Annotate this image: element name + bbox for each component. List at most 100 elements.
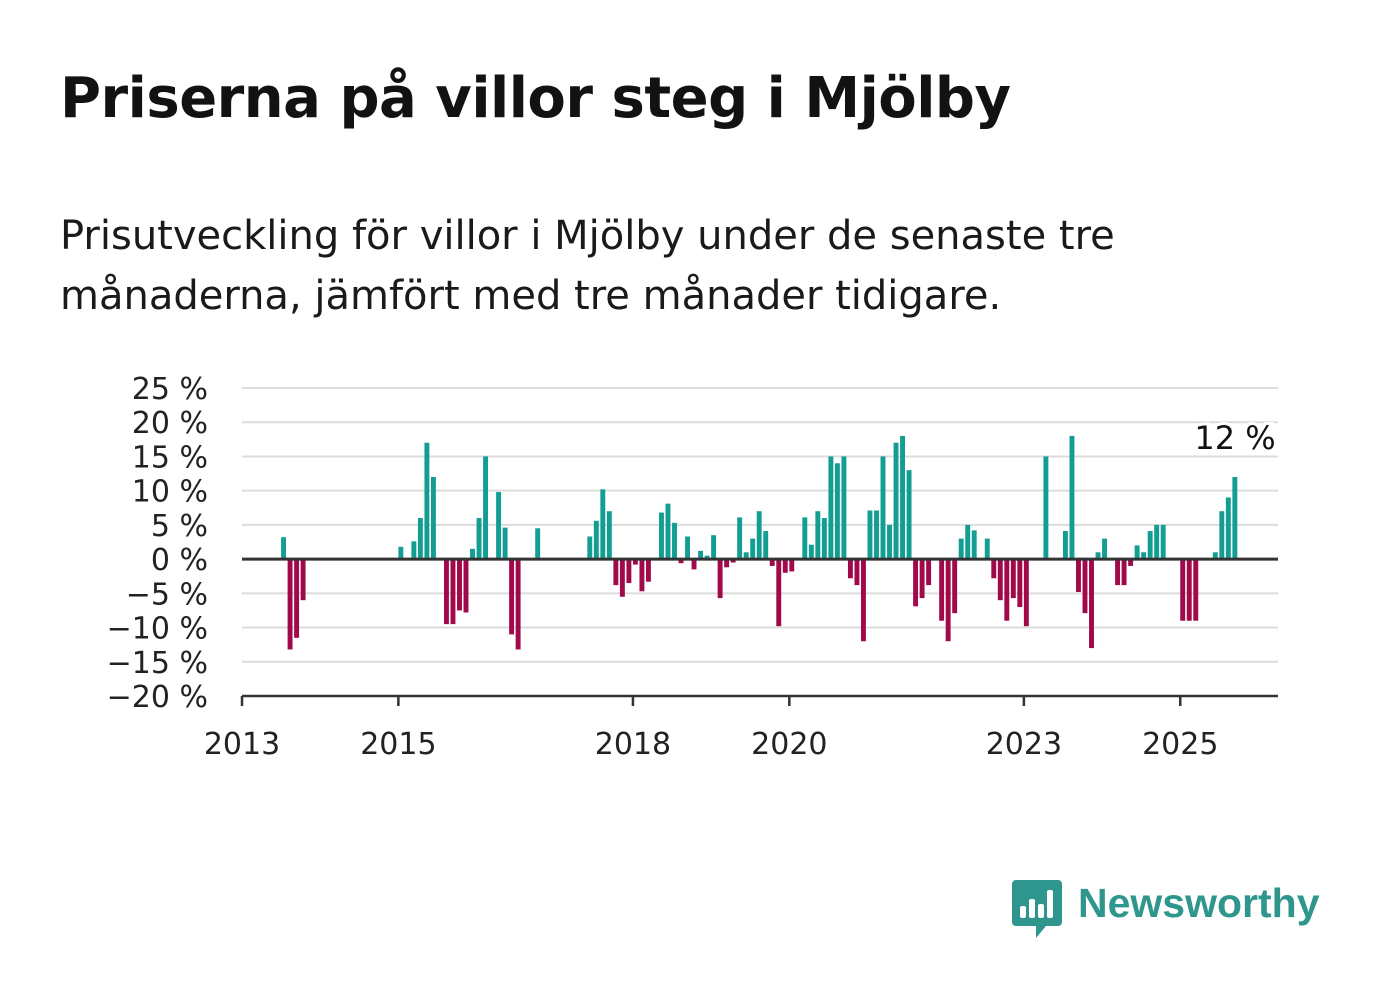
x-tick-label: 2020	[751, 727, 827, 762]
bar	[450, 559, 456, 625]
bar	[952, 559, 958, 614]
bar	[300, 559, 306, 601]
bar	[867, 510, 873, 560]
bar	[945, 559, 951, 642]
bar	[1225, 497, 1231, 560]
bar	[1089, 559, 1094, 649]
bar	[984, 538, 990, 560]
x-tick-label: 2015	[360, 727, 436, 762]
newsworthy-logo: Newsworthy	[1012, 880, 1320, 940]
bar	[698, 550, 704, 560]
bar	[711, 535, 717, 560]
bar	[417, 518, 423, 560]
y-tick-label: 0 %	[151, 543, 208, 578]
price-change-bar-chart: 25 %20 %15 %10 %5 %0 %−5 %−10 %−15 %−20 …	[107, 372, 1279, 762]
bar	[841, 456, 847, 560]
bar	[939, 559, 945, 621]
bar	[593, 520, 599, 560]
bar	[470, 548, 475, 560]
bar	[659, 512, 664, 560]
bar	[782, 559, 788, 573]
bar	[1004, 559, 1010, 621]
bar	[737, 517, 743, 560]
bar	[1232, 476, 1238, 560]
x-tick-label: 2025	[1142, 727, 1218, 762]
bar	[808, 544, 814, 560]
bar	[1134, 545, 1140, 560]
bar	[750, 538, 756, 560]
y-tick-label: −5 %	[126, 577, 208, 612]
bar	[847, 559, 853, 579]
bar	[900, 435, 906, 560]
bar	[600, 489, 606, 560]
bar	[411, 541, 417, 560]
bar	[821, 518, 827, 560]
bar	[483, 456, 488, 560]
bar	[1010, 559, 1016, 599]
bar	[509, 559, 515, 635]
y-tick-label: 25 %	[132, 372, 208, 407]
axes	[240, 557, 1278, 706]
bar	[802, 517, 808, 560]
bar	[672, 522, 677, 560]
brand-name: Newsworthy	[1078, 880, 1320, 926]
bar	[1186, 559, 1192, 621]
bar	[880, 456, 886, 560]
bar	[919, 559, 925, 599]
bar	[854, 559, 860, 586]
bar	[1023, 559, 1029, 627]
y-tick-label: 15 %	[132, 440, 208, 475]
bars	[281, 435, 1238, 650]
last-value-label: 12 %	[1194, 419, 1275, 457]
x-tick-label: 2013	[204, 727, 280, 762]
bar	[887, 524, 892, 560]
bar	[763, 531, 769, 560]
y-tick-label: 20 %	[132, 406, 208, 441]
bar	[1095, 552, 1101, 560]
bar	[1115, 559, 1121, 586]
bar	[424, 442, 430, 560]
bar	[691, 559, 697, 570]
y-tick-label: 10 %	[132, 475, 208, 510]
bar	[893, 442, 899, 560]
y-tick-label: −20 %	[107, 680, 208, 715]
bar	[619, 559, 625, 597]
bar	[626, 559, 632, 584]
bar	[743, 552, 749, 560]
bar	[769, 559, 775, 566]
y-tick-label: −15 %	[107, 646, 208, 681]
bar	[913, 559, 919, 607]
bar	[502, 527, 508, 560]
bar	[496, 492, 502, 560]
bar	[443, 559, 449, 625]
bar	[1180, 559, 1186, 621]
bar	[1128, 559, 1134, 566]
bar	[535, 528, 541, 560]
bar	[1193, 559, 1199, 621]
chart-subtitle: Prisutveckling för villor i Mjölby under…	[60, 213, 1115, 319]
bar	[815, 511, 821, 560]
bar	[398, 546, 404, 560]
bar	[1154, 524, 1160, 560]
bar	[874, 510, 879, 560]
bar	[828, 456, 834, 560]
bar	[639, 559, 645, 592]
bar	[965, 524, 971, 560]
bar	[457, 559, 462, 611]
bar	[430, 476, 436, 560]
bar	[724, 559, 730, 568]
bar	[632, 559, 638, 565]
bar	[1147, 531, 1153, 560]
bar	[717, 559, 723, 599]
bar	[991, 559, 997, 579]
bar	[704, 555, 710, 560]
bar	[834, 463, 840, 560]
bar	[1219, 511, 1225, 560]
bar	[756, 511, 762, 560]
bar	[1212, 552, 1218, 560]
bar	[678, 559, 684, 564]
labels: 25 %20 %15 %10 %5 %0 %−5 %−10 %−15 %−20 …	[107, 372, 1279, 762]
bar	[971, 530, 977, 560]
bar	[1017, 559, 1023, 608]
bar	[645, 559, 651, 582]
